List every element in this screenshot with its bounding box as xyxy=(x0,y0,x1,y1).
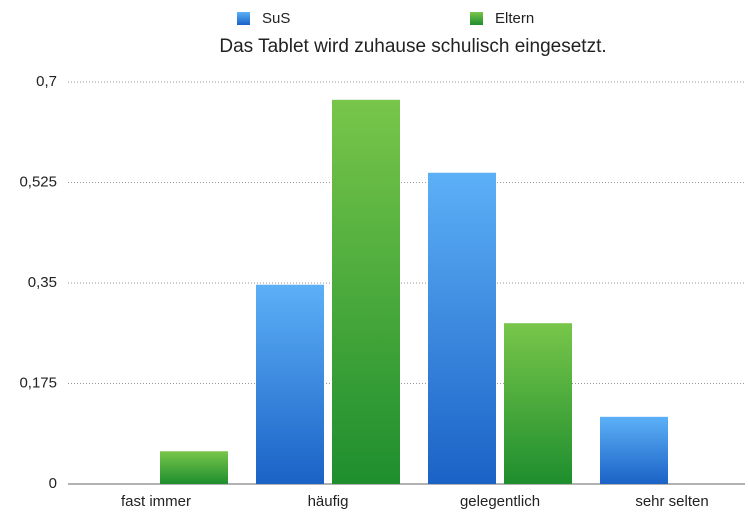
bar xyxy=(428,172,496,485)
x-tick-label: sehr selten xyxy=(635,493,708,510)
y-tick-label: 0,35 xyxy=(28,274,57,291)
y-tick-label: 0 xyxy=(49,475,57,492)
bar xyxy=(332,99,400,484)
y-tick-label: 0,525 xyxy=(19,173,57,190)
legend-swatch xyxy=(237,12,250,25)
bar xyxy=(504,323,572,484)
y-tick-label: 0,7 xyxy=(36,73,57,90)
bar xyxy=(600,416,668,484)
legend-label: Eltern xyxy=(495,10,534,27)
x-tick-label: gelegentlich xyxy=(460,493,540,510)
legend-swatch xyxy=(470,12,483,25)
x-tick-label: häufig xyxy=(308,493,349,510)
x-tick-label: fast immer xyxy=(121,493,191,510)
chart-title: Das Tablet wird zuhause schulisch einges… xyxy=(219,36,606,57)
legend-label: SuS xyxy=(262,10,290,27)
bar xyxy=(160,451,228,484)
y-tick-label: 0,175 xyxy=(19,374,57,391)
bar xyxy=(256,284,324,484)
